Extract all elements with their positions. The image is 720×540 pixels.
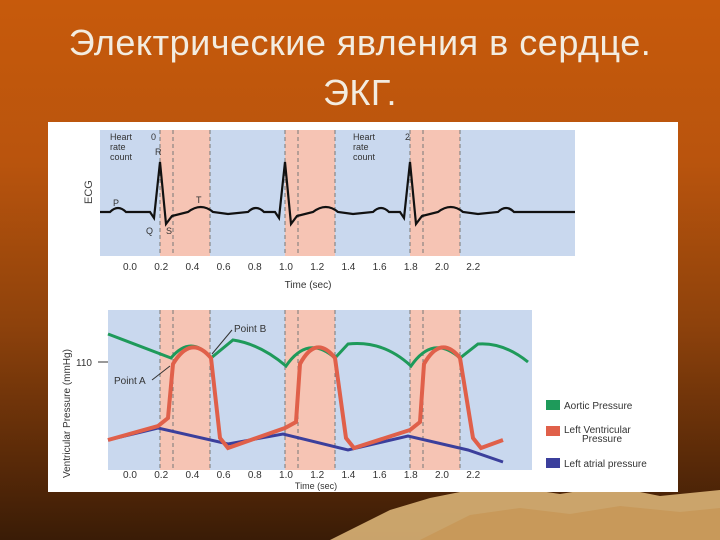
ecg-label-t: T (196, 195, 202, 205)
x-tick-label: 1.0 (279, 262, 293, 273)
left-atrial-pressure-trace (107, 426, 504, 464)
slide-title-line-1: Электрические явления в сердце. (68, 22, 652, 63)
ecg-wave-labels: Heart rate count 0 Heart rate count 2 R … (110, 132, 410, 236)
legend-label-left-atrial: Left atrial pressure (564, 459, 647, 470)
ecg-figure: ECG Heart rate count 0 Heart rate count … (48, 122, 678, 492)
heart-rate-0-num: 0 (151, 132, 156, 142)
x-tick-label: 0.0 (123, 470, 137, 481)
x-tick-label: 1.6 (373, 262, 387, 273)
point-b-pointer (211, 329, 233, 355)
ecg-label-q: Q (146, 226, 153, 236)
x-tick-label: 1.8 (404, 470, 418, 481)
x-tick-label: 1.4 (341, 262, 355, 273)
ecg-x-axis-label: Time (sec) (285, 280, 332, 291)
ecg-phase-band-1 (160, 130, 210, 256)
legend-label-left-ventricular-2: Pressure (582, 434, 622, 445)
slide-title-line-2: ЭКГ. (323, 72, 397, 113)
pressure-x-axis-label: Time (sec) (295, 481, 337, 491)
pressure-panel: Ventricular Pressure (mmHg) 110 Point A … (62, 310, 532, 491)
x-tick-label: 1.2 (310, 262, 324, 273)
x-tick-label: 0.6 (217, 470, 231, 481)
ecg-axis-label: ECG (83, 180, 95, 204)
heart-rate-2-text: Heart (353, 132, 376, 142)
x-tick-label: 2.2 (466, 262, 480, 273)
x-tick-label: 1.6 (373, 470, 387, 481)
x-tick-label: 0.8 (248, 262, 262, 273)
x-tick-label: 2.0 (435, 262, 449, 273)
ecg-xticks: 0.0 0.2 0.4 0.6 0.8 1.0 1.2 1.4 1.6 1.8 2.0 2.2 (123, 262, 481, 273)
legend-swatch-aortic (546, 400, 560, 410)
ecg-phase-band-2 (285, 130, 335, 256)
ecg-panel: ECG Heart rate count 0 Heart rate count … (83, 130, 575, 291)
pressure-tick-110: 110 (76, 358, 92, 369)
left-ventricular-pressure-trace (107, 345, 504, 451)
x-tick-label: 0.8 (248, 470, 262, 481)
ecg-label-p: P (113, 198, 119, 208)
x-tick-label: 2.0 (435, 470, 449, 481)
pressure-phase-band-1 (160, 310, 210, 470)
ecg-trace (100, 161, 575, 227)
ecg-dashed-lines (159, 130, 461, 256)
x-tick-label: 0.4 (185, 262, 199, 273)
pressure-xticks: 0.0 0.2 0.4 0.6 0.8 1.0 1.2 1.4 1.6 1.8 2.0 2.2 (123, 470, 481, 481)
ecg-phase-band-3 (410, 130, 460, 256)
x-tick-label: 1.8 (404, 262, 418, 273)
x-tick-label: 0.2 (154, 470, 168, 481)
ecg-label-r: R (155, 147, 162, 157)
svg-text:rate: rate (353, 142, 369, 152)
ecg-figure-svg: ECG Heart rate count 0 Heart rate count … (62, 130, 647, 491)
heart-rate-2-num: 2 (405, 132, 410, 142)
x-tick-label: 2.2 (466, 470, 480, 481)
point-a-label: Point A (114, 376, 146, 387)
x-tick-label: 0.0 (123, 262, 137, 273)
x-tick-label: 0.2 (154, 262, 168, 273)
legend-swatch-left-atrial (546, 458, 560, 468)
svg-text:rate: rate (110, 142, 126, 152)
x-tick-label: 0.4 (185, 470, 199, 481)
x-tick-label: 1.4 (341, 470, 355, 481)
legend-label-aortic: Aortic Pressure (564, 401, 633, 412)
x-tick-label: 1.0 (279, 470, 293, 481)
x-tick-label: 0.6 (217, 262, 231, 273)
legend-label-left-ventricular: Left Ventricular (564, 425, 631, 436)
x-tick-label: 1.2 (310, 470, 324, 481)
heart-rate-0-text: Heart (110, 132, 133, 142)
svg-text:count: count (353, 152, 376, 162)
pressure-axis-label: Ventricular Pressure (mmHg) (62, 349, 73, 478)
legend-swatch-left-ventricular (546, 426, 560, 436)
point-b-label: Point B (234, 324, 267, 335)
svg-text:count: count (110, 152, 133, 162)
point-a-pointer (151, 365, 171, 381)
desert-decoration (330, 486, 720, 540)
ecg-label-s: S (166, 226, 172, 236)
legend: Aortic Pressure Left Ventricular Pressur… (546, 400, 647, 470)
